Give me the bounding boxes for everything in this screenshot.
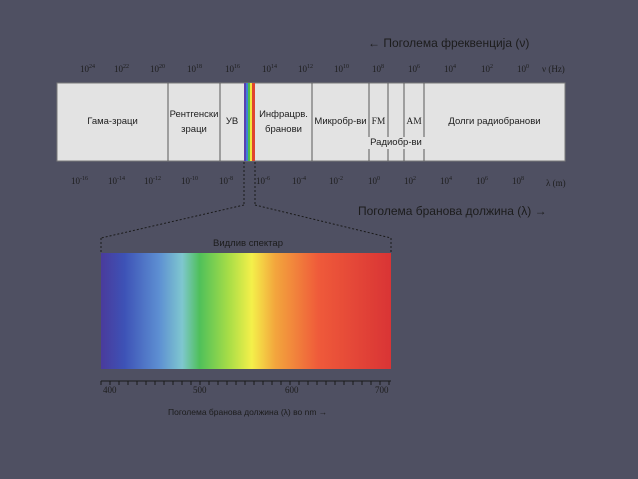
band-microwave-label: Микробр-ви <box>314 116 367 127</box>
frequency-tick: 108 <box>372 64 384 74</box>
nm-tick-label: 700 <box>375 385 389 395</box>
nm-axis-label: Поголема бранова должина (λ) во nm → <box>168 407 328 417</box>
zoom-line-right-diag <box>254 204 392 239</box>
visible-stripe-red <box>252 83 255 161</box>
wavelength-tick: 104 <box>440 176 452 186</box>
wavelength-tick: 10-2 <box>329 176 343 186</box>
frequency-tick: 1014 <box>262 64 277 74</box>
frequency-unit: ν (Hz) <box>542 64 565 74</box>
band-fm: FM <box>369 116 388 128</box>
band-long-radio: Долги радиобранови <box>424 116 565 128</box>
wavelength-tick: 108 <box>512 176 524 186</box>
band-uv-label: УВ <box>225 116 239 127</box>
frequency-tick: 102 <box>481 64 493 74</box>
band-xray-label-line1: Рентгенски <box>169 109 219 120</box>
band-xray-label-line2: зраци <box>181 124 207 135</box>
band-infrared-label-line2: бранови <box>265 124 302 135</box>
frequency-tick: 1022 <box>114 64 129 74</box>
band-infrared-label-line1: Инфрацрв. <box>259 109 308 120</box>
wavelength-heading: Поголема бранова должина (λ) → <box>358 204 547 218</box>
frequency-tick: 106 <box>408 64 420 74</box>
band-long-radio-label: Долги радиобранови <box>448 116 541 127</box>
nm-axis-ticks <box>100 381 390 385</box>
wavelength-tick: 10-10 <box>181 176 198 186</box>
wavelength-tick: 10-14 <box>108 176 125 186</box>
visible-stripe-yellow <box>250 83 252 161</box>
visible-stripe-violet <box>244 83 246 161</box>
frequency-tick: 104 <box>444 64 456 74</box>
band-xray: Рентгенски зраци <box>168 109 220 136</box>
frequency-tick: 1020 <box>150 64 165 74</box>
zoom-line-left-diag <box>100 204 245 239</box>
band-microwave: Микробр-ви <box>312 116 369 128</box>
band-radio-label: Радиобр-ви <box>370 137 422 148</box>
frequency-tick: 1018 <box>187 64 202 74</box>
frequency-tick: 1024 <box>80 64 95 74</box>
visible-stripe-green <box>248 83 250 161</box>
frequency-heading: ← Поголема фреквенција (ν) <box>368 36 530 50</box>
frequency-tick: 1010 <box>334 64 349 74</box>
frequency-tick: 1012 <box>298 64 313 74</box>
frequency-tick: 1016 <box>225 64 240 74</box>
wavelength-tick: 10-4 <box>292 176 306 186</box>
wavelength-unit: λ (m) <box>546 178 566 188</box>
band-fm-label: FM <box>371 117 386 127</box>
frequency-tick: 100 <box>517 64 529 74</box>
band-infrared: Инфрацрв. бранови <box>255 109 312 136</box>
band-radio: Радиобр-ви <box>366 137 426 149</box>
wavelength-tick: 100 <box>368 176 380 186</box>
wavelength-tick: 10-8 <box>219 176 233 186</box>
em-band-box <box>56 82 566 162</box>
band-am: AM <box>404 116 424 128</box>
nm-tick-label: 600 <box>285 385 299 395</box>
wavelength-tick: 102 <box>404 176 416 186</box>
band-uv: УВ <box>220 116 244 128</box>
wavelength-tick: 10-6 <box>256 176 270 186</box>
band-am-label: AM <box>406 117 422 127</box>
band-gamma: Гама-зраци <box>57 116 168 128</box>
wavelength-tick: 10-12 <box>144 176 161 186</box>
visible-spectrum-title: Видлив спектар <box>213 238 283 249</box>
nm-tick-label: 400 <box>103 385 117 395</box>
visible-stripe-blue <box>246 83 248 161</box>
band-gamma-label: Гама-зраци <box>87 116 138 127</box>
wavelength-tick: 10-16 <box>71 176 88 186</box>
nm-tick-label: 500 <box>193 385 207 395</box>
visible-spectrum-bar <box>101 253 391 369</box>
wavelength-tick: 106 <box>476 176 488 186</box>
